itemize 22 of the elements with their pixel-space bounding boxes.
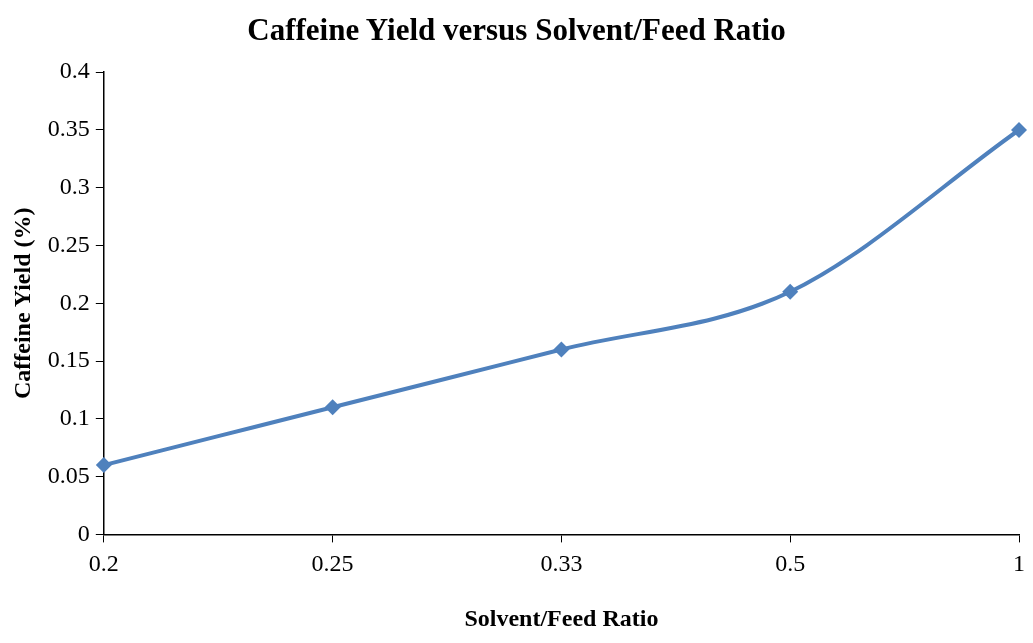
- y-tick-label: 0.1: [59, 404, 90, 431]
- point: [95, 457, 112, 474]
- point: [553, 341, 570, 358]
- point: [1011, 121, 1027, 138]
- y-tick-label: 0.15: [47, 346, 90, 373]
- x-tick-label: 0.5: [775, 550, 806, 577]
- x-tick-label: 1: [1013, 550, 1025, 577]
- x-tick-label: 0.2: [88, 550, 119, 577]
- y-tick-label: 0.05: [47, 461, 90, 488]
- y-tick-label: 0.35: [47, 115, 90, 142]
- point: [782, 283, 799, 300]
- x-tick-label: 0.33: [540, 550, 583, 577]
- x-tick-label: 0.25: [311, 550, 354, 577]
- y-tick-label: 0.4: [59, 57, 90, 84]
- y-tick-label: 0.25: [47, 230, 90, 257]
- y-tick-label: 0.2: [59, 288, 90, 315]
- y-tick-label: 0.3: [59, 173, 90, 200]
- y-tick-label: 0: [77, 519, 90, 546]
- chart-title: Caffeine Yield versus Solvent/Feed Ratio: [247, 11, 786, 47]
- y-axis-title: Caffeine Yield (%): [8, 207, 35, 400]
- point: [324, 399, 341, 416]
- x-axis-title: Solvent/Feed Ratio: [464, 604, 659, 631]
